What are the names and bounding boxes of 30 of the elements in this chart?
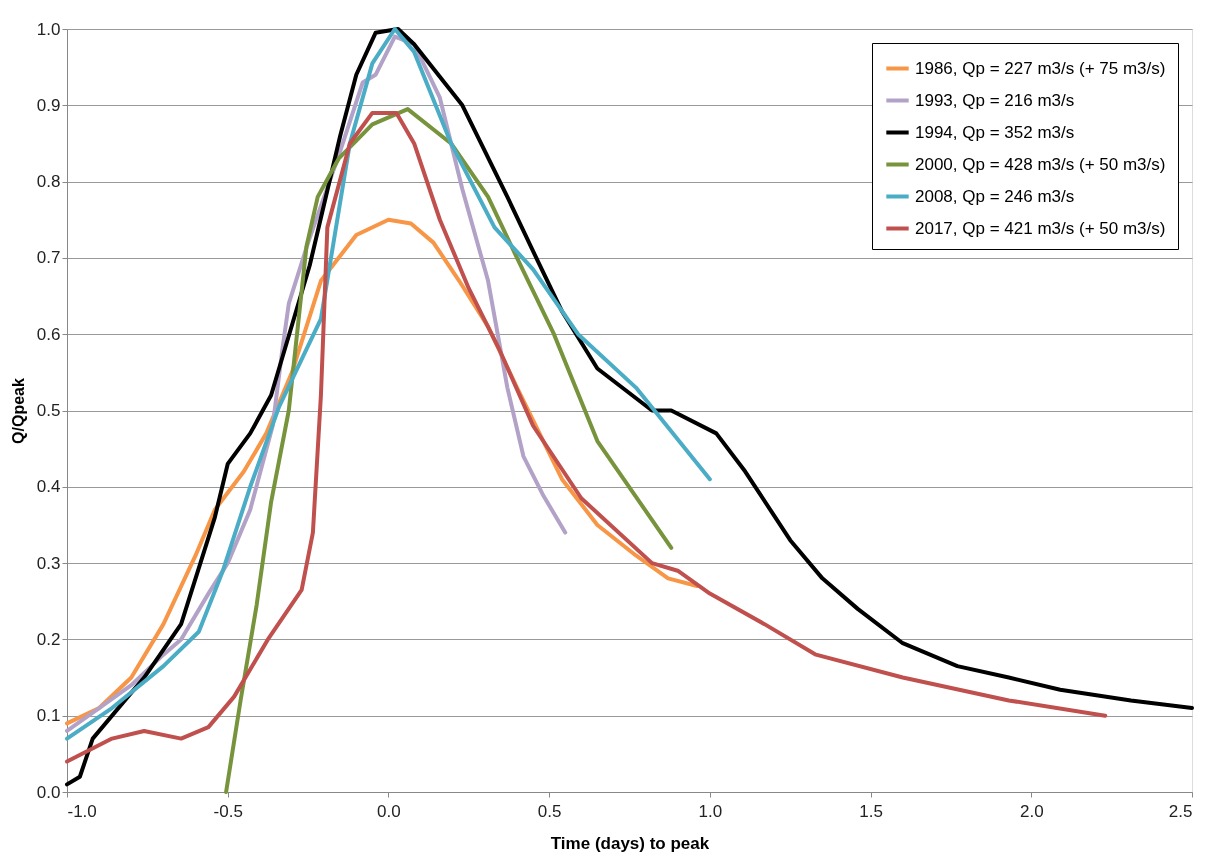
legend-label: 2000, Qp = 428 m3/s (+ 50 m3/s) xyxy=(915,154,1166,174)
line-series xyxy=(65,27,712,741)
line-series xyxy=(65,27,1194,787)
y-tick-label: 0.6 xyxy=(36,324,61,344)
x-tick-label: 0.5 xyxy=(537,801,562,821)
x-tick-label: -0.5 xyxy=(213,801,243,821)
x-tick-label: -1.0 xyxy=(67,801,97,821)
legend-label: 1994, Qp = 352 m3/s xyxy=(915,122,1075,142)
y-tick-label: 0.4 xyxy=(36,477,61,497)
y-tick-label: 0.0 xyxy=(36,782,61,802)
legend-label: 1986, Qp = 227 m3/s (+ 75 m3/s) xyxy=(915,58,1166,78)
y-tick-label: 0.7 xyxy=(36,248,61,268)
y-tick-label: 0.2 xyxy=(36,629,61,649)
legend-label: 2008, Qp = 246 m3/s xyxy=(915,186,1075,206)
y-tick-label: 0.9 xyxy=(36,95,61,115)
y-tick-label: 0.3 xyxy=(36,553,61,573)
x-tick-label: 1.0 xyxy=(698,801,723,821)
line-series xyxy=(224,107,674,794)
y-tick-label: 1.0 xyxy=(36,19,61,39)
y-tick-label: 0.5 xyxy=(36,401,61,420)
legend-label: 2017, Qp = 421 m3/s (+ 50 m3/s) xyxy=(915,218,1166,238)
legend-label: 1993, Qp = 216 m3/s xyxy=(915,90,1075,110)
x-tick-label: 1.5 xyxy=(859,801,883,821)
x-tick-label: 2.0 xyxy=(1019,801,1044,821)
y-axis-title: Q/Qpeak xyxy=(9,378,27,444)
x-tick-label: 0.0 xyxy=(377,801,401,821)
x-axis-title: Time (days) to peak xyxy=(550,833,710,853)
y-tick-label: 0.1 xyxy=(36,706,61,726)
y-tick-label: 0.8 xyxy=(36,172,61,192)
x-tick-label: 2.5 xyxy=(1168,801,1193,821)
